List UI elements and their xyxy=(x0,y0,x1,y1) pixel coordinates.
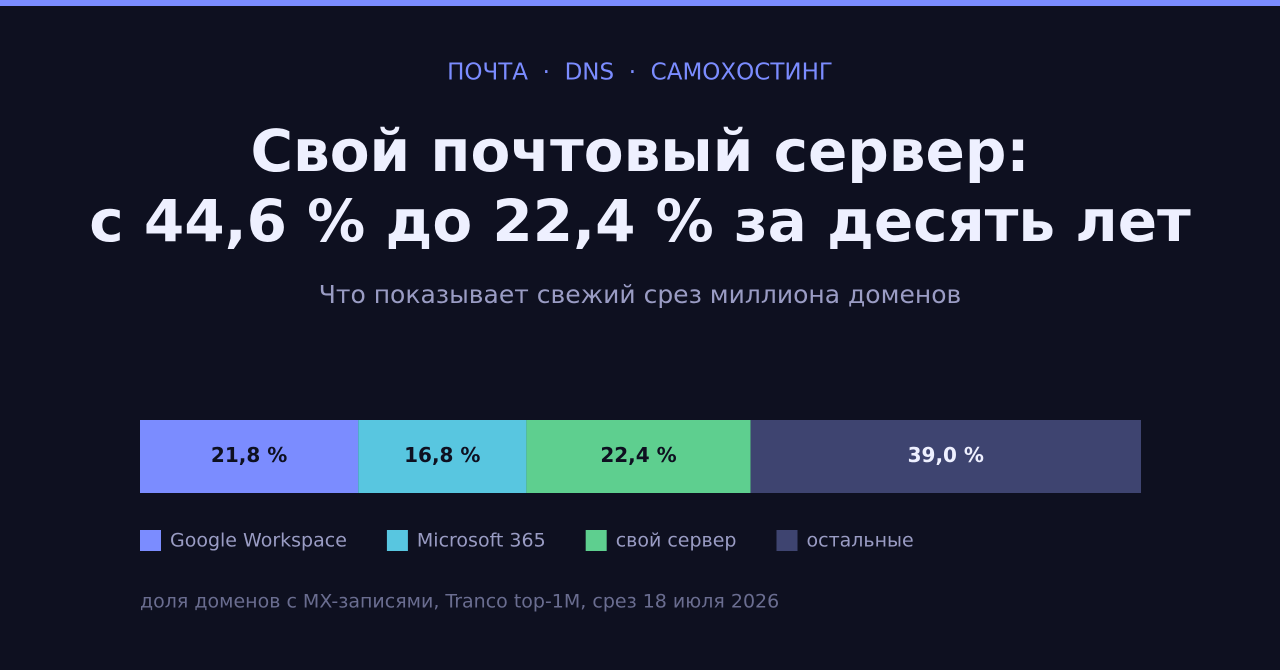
chart-title: с 44,6 % до 22,4 % за десять лет xyxy=(89,187,1191,255)
bar-segment xyxy=(140,420,359,493)
top-accent xyxy=(0,0,1280,6)
legend-label: Microsoft 365 xyxy=(417,530,546,552)
legend-label: Google Workspace xyxy=(170,530,347,552)
bar-segment xyxy=(750,420,1141,493)
data-label: 39,0 % xyxy=(908,443,984,467)
bar-segment xyxy=(358,420,527,493)
data-label: 16,8 % xyxy=(404,443,480,467)
legend-swatch xyxy=(776,530,798,551)
kicker: ПОЧТА · DNS · САМОХОСТИНГ xyxy=(447,60,833,86)
bar-segment xyxy=(526,420,751,493)
legend-label: остальные xyxy=(807,530,914,552)
data-label: 22,4 % xyxy=(600,443,676,467)
data-label: 21,8 % xyxy=(211,443,287,467)
legend-swatch xyxy=(585,530,607,551)
subtitle: Что показывает свежий срез миллиона доме… xyxy=(319,280,961,309)
chart-title: Свой почтовый сервер: xyxy=(250,117,1029,185)
legend-swatch xyxy=(140,530,161,551)
legend-label: свой сервер xyxy=(616,530,737,552)
legend-swatch xyxy=(386,530,408,551)
footnote: доля доменов с MX-записями, Tranco top-1… xyxy=(140,591,779,613)
